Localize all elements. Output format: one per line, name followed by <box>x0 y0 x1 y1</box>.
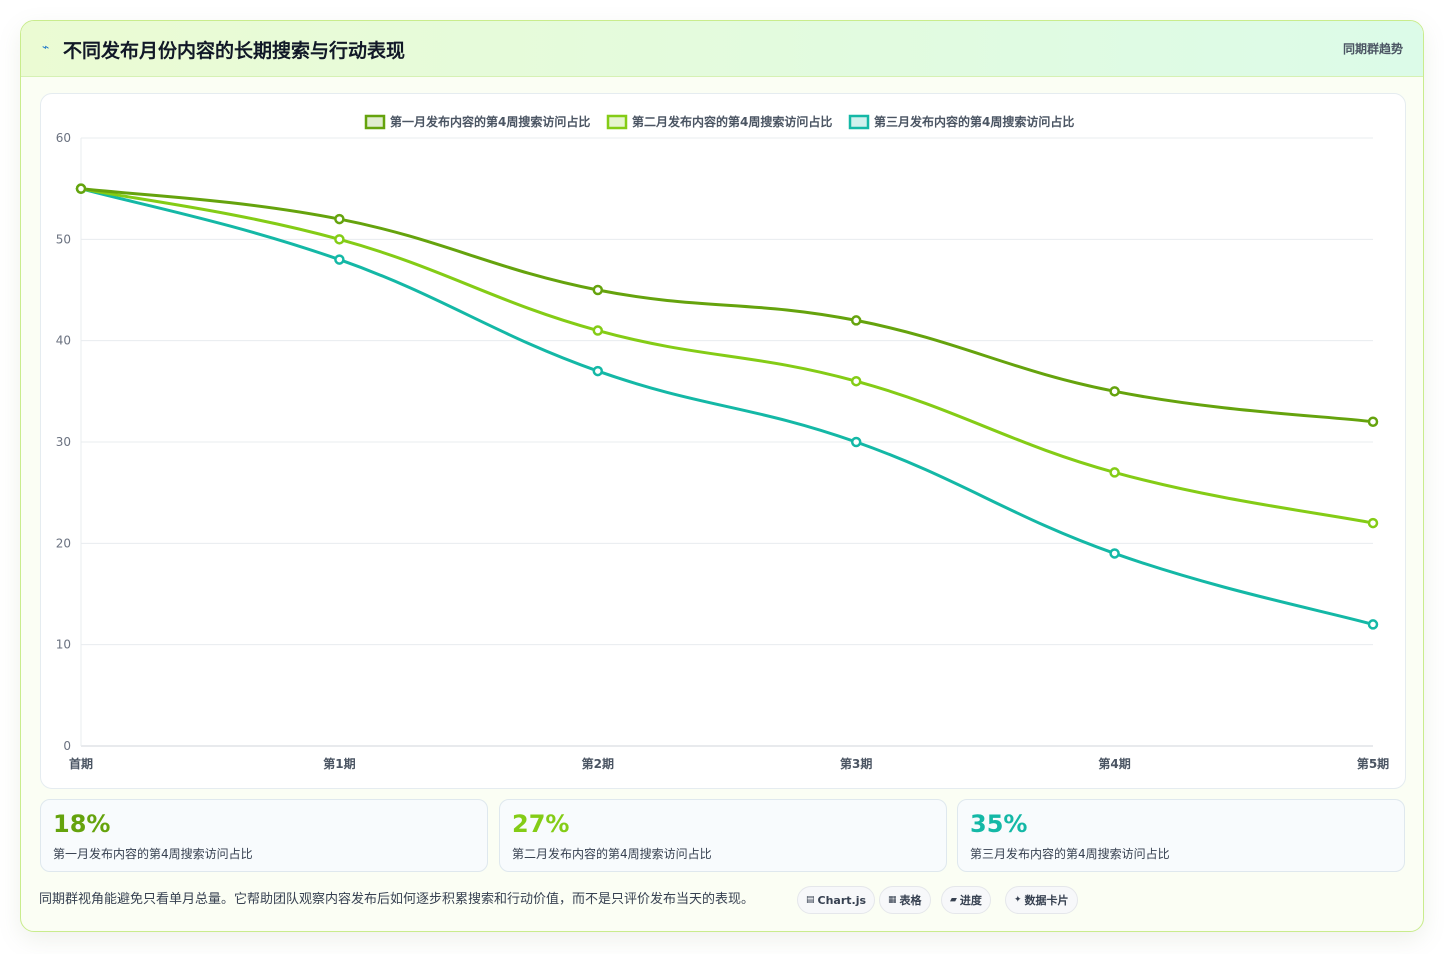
data-point <box>592 365 604 377</box>
table-icon: ▦ <box>888 895 897 905</box>
chip-label: 表格 <box>899 894 922 907</box>
data-point <box>334 254 345 265</box>
stat-label: 第二月发布内容的第4周搜索访问占比 <box>512 847 712 861</box>
page-title: 不同发布月份内容的长期搜索与行动表现 <box>63 40 406 62</box>
stat-card-1: 18% 第一月发布内容的第4周搜索访问占比 <box>40 799 488 872</box>
data-point <box>334 234 345 245</box>
data-point <box>850 375 862 387</box>
stat-value: 27% <box>512 810 570 838</box>
data-point <box>592 284 604 296</box>
sparkle-icon: ✦ <box>1014 895 1022 905</box>
legend-swatch <box>606 114 628 130</box>
card-header: ⌁ 不同发布月份内容的长期搜索与行动表现 同期群趋势 <box>21 21 1423 77</box>
header-tag: 同期群趋势 <box>1342 42 1403 56</box>
chart-icon: ▤ <box>806 895 815 905</box>
x-tick-label: 首期 <box>69 756 93 771</box>
x-tick-label: 第2期 <box>582 756 614 771</box>
y-tick-label: 0 <box>63 739 71 753</box>
x-tick-label: 第1期 <box>323 756 355 771</box>
data-point <box>592 325 604 336</box>
series-line <box>80 187 1374 525</box>
stat-label: 第一月发布内容的第4周搜索访问占比 <box>53 847 253 861</box>
y-tick-label: 40 <box>56 334 71 348</box>
chip-data-card[interactable]: ✦ 数据卡片 <box>1005 886 1078 914</box>
y-tick-label: 60 <box>56 131 71 145</box>
chip-label: 进度 <box>959 894 982 907</box>
stat-label: 第三月发布内容的第4周搜索访问占比 <box>970 847 1170 861</box>
data-point <box>850 315 862 326</box>
stat-card-3: 35% 第三月发布内容的第4周搜索访问占比 <box>957 799 1405 872</box>
stat-value: 18% <box>53 810 111 838</box>
chart-panel: 0 10 20 30 40 50 60 首期 第1期 第2期 第3期 第4期 第5期 第一月发布内容的第4… <box>40 93 1406 789</box>
data-point <box>850 436 862 448</box>
series-line <box>80 187 1374 626</box>
data-point <box>1109 386 1120 397</box>
series-line <box>80 187 1374 424</box>
chip-label: Chart.js <box>817 893 867 907</box>
line-chart: 0 10 20 30 40 50 60 首期 第1期 第2期 第3期 第4期 第5期 第一月发布内容的第4… <box>56 114 1389 771</box>
chip-table[interactable]: ▦ 表格 <box>879 886 931 914</box>
chip-chartjs[interactable]: ▤ Chart.js <box>797 886 876 914</box>
x-tick-label: 第5期 <box>1357 756 1389 771</box>
stat-card-2: 27% 第二月发布内容的第4周搜索访问占比 <box>499 799 947 872</box>
data-point <box>1367 517 1379 529</box>
data-point <box>1367 619 1379 630</box>
y-tick-label: 30 <box>56 435 71 449</box>
data-point <box>75 183 87 194</box>
data-point <box>334 213 345 225</box>
legend-swatch <box>364 114 386 130</box>
stat-value: 35% <box>970 810 1028 838</box>
legend-label: 第一月发布内容的第4周搜索访问占比 <box>390 114 590 129</box>
legend-label: 第三月发布内容的第4周搜索访问占比 <box>874 114 1074 129</box>
legend-swatch <box>848 114 870 130</box>
chart-line-icon: ⌁ <box>42 40 50 54</box>
data-point <box>1367 416 1379 427</box>
footer-note: 同期群视角能避免只看单月总量。它帮助团队观察内容发布后如何逐步积累搜索和行动价值… <box>39 892 755 907</box>
y-tick-label: 50 <box>56 232 71 246</box>
y-tick-label: 20 <box>56 536 71 550</box>
progress-icon: ▰ <box>950 895 957 905</box>
chip-progress[interactable]: ▰ 进度 <box>941 886 991 914</box>
x-tick-label: 第4期 <box>1098 756 1130 771</box>
data-point <box>1109 548 1120 559</box>
y-tick-label: 10 <box>56 638 71 652</box>
legend-label: 第二月发布内容的第4周搜索访问占比 <box>632 114 832 129</box>
chip-label: 数据卡片 <box>1024 894 1069 907</box>
data-point <box>1109 467 1120 478</box>
chart-card: ⌁ 不同发布月份内容的长期搜索与行动表现 同期群趋势 0 10 20 30 40 50 60… <box>20 20 1424 932</box>
x-tick-label: 第3期 <box>840 756 872 771</box>
